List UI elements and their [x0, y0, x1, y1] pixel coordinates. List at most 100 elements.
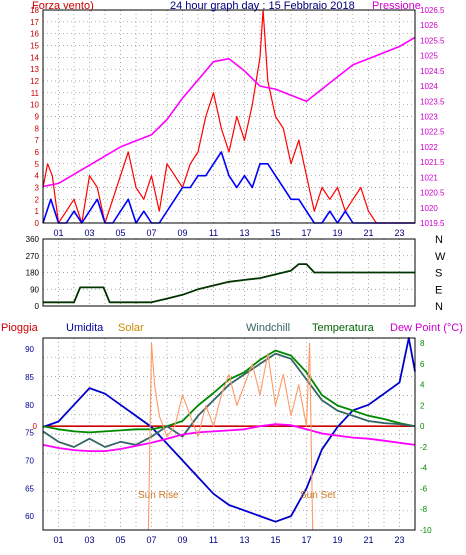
panel3-left-tick: 85 [25, 373, 34, 382]
panel1-right-tick: 1023.5 [420, 97, 445, 106]
panel1-left-tick: 5 [35, 160, 40, 169]
panel1-grid [43, 10, 415, 223]
panel1-frame [42, 9, 416, 224]
panel3-grid [43, 338, 415, 530]
panel3-right-tick: 6 [420, 360, 425, 369]
panel3-right-tick: -8 [420, 505, 428, 514]
panel1-right-tick: 1022 [420, 143, 438, 152]
panel2-compass-label: S [435, 268, 442, 280]
panel1-left-tick: 16 [30, 30, 39, 39]
panel1-left-tick: 12 [30, 77, 39, 86]
panel1-right-tick: 1022.5 [420, 128, 445, 137]
panel1-x-tick: 13 [239, 228, 249, 238]
panel3-x-tick: 13 [239, 535, 249, 545]
panel1-right-tick: 1024.5 [420, 67, 445, 76]
panel2-compass-label: E [435, 284, 442, 296]
panel2-frame [42, 238, 416, 307]
panel2-compass-label: W [435, 251, 446, 263]
panel1-right-tick: 1021 [420, 173, 438, 182]
panel3-right-tick: -2 [420, 443, 428, 452]
panel3-label-humidity: Umidita [66, 322, 104, 334]
panel3-series-2 [42, 352, 416, 448]
panel1-right-tick: 1025 [420, 52, 438, 61]
panel3-label-solar: Solar [118, 322, 144, 334]
panel1-left-tick: 3 [35, 184, 40, 193]
panel1-left-tick: 15 [30, 42, 39, 51]
panel3-left-tick: 75 [25, 429, 34, 438]
panel1-right-tick: 1025.5 [420, 36, 445, 45]
panel3-label-windchill: Windchill [246, 322, 290, 334]
panel1-left-tick: 14 [30, 53, 39, 62]
panel3-label-temperature: Temperatura [312, 322, 375, 334]
panel1-x-tick: 05 [115, 228, 125, 238]
panel1-right-tick: 1020 [420, 204, 438, 213]
panel3-x-tick: 17 [301, 535, 311, 545]
panel1-left-tick: 17 [30, 18, 39, 27]
panel3-left-tick: 80 [25, 401, 34, 410]
panel3-right-tick: -6 [420, 484, 428, 493]
panel1-x-tick: 03 [84, 228, 94, 238]
panel1-left-tick: 1 [35, 207, 40, 216]
panel1-right-tick: 1020.5 [420, 189, 445, 198]
panel1-left-tick: 11 [31, 89, 40, 98]
panel3-frame [42, 337, 416, 531]
panel3-x-tick: 11 [209, 535, 218, 545]
panel2-y-tick: 180 [26, 269, 40, 278]
panel3-rain-tick: 0 [33, 422, 38, 431]
panel3-x-tick: 07 [146, 535, 156, 545]
panel1-left-tick: 18 [30, 6, 39, 15]
panel1-ticks: 01234567891011121314151617181019.5102010… [30, 6, 445, 238]
panel2-y-tick: 0 [35, 302, 40, 311]
panel1-series-0 [42, 9, 415, 224]
panel1-title: 24 hour graph day : 15 Febbraio 2018 [170, 0, 355, 12]
panel3-series-3 [42, 423, 416, 453]
panel2-series [43, 263, 415, 304]
panel3-series-1 [42, 349, 416, 434]
panel3-left-tick: 90 [25, 345, 34, 354]
panel3-x-tick: 03 [84, 535, 94, 545]
panel3-x-tick: 21 [363, 535, 373, 545]
panel1-x-tick: 01 [53, 228, 63, 238]
panel1-x-tick: 15 [270, 228, 280, 238]
panel1-x-tick: 07 [146, 228, 156, 238]
panel1-left-tick: 0 [35, 219, 40, 228]
panel3-right-tick: 4 [420, 381, 425, 390]
panel1-right-tick: 1026.5 [420, 6, 445, 15]
panel1-right-tick: 1026 [420, 21, 438, 30]
panel1-left-tick: 2 [35, 195, 40, 204]
panel1-left-tick: 13 [30, 65, 39, 74]
panel3-right-tick: -10 [420, 526, 432, 535]
panel1-x-tick: 17 [301, 228, 311, 238]
panel3-x-tick: 09 [177, 535, 187, 545]
panel1-left-tick: 10 [30, 101, 39, 110]
panel1-x-tick: 21 [363, 228, 373, 238]
panel3-series-4 [147, 342, 314, 531]
panel3-series [42, 337, 416, 531]
panel1-x-tick: 23 [394, 228, 404, 238]
panel3-series-0 [42, 337, 416, 523]
panel1-left-tick: 8 [35, 124, 40, 133]
panel1-left-label: Forza vento) [32, 0, 94, 12]
sunrise-annotation: Sun Rise [138, 490, 179, 501]
panel2-compass-label: N [435, 234, 443, 246]
sunset-annotation: Sun Set [300, 490, 336, 501]
panel3-label-dewpoint: Dew Point (°C) [390, 322, 463, 334]
panel3-left-tick: 60 [25, 512, 34, 521]
panel1-left-tick: 7 [35, 136, 40, 145]
panel1-x-tick: 11 [209, 228, 218, 238]
panel3-left-tick: 65 [25, 484, 34, 493]
panel1-x-tick: 09 [177, 228, 187, 238]
panel2-series-0 [43, 263, 415, 304]
panel3-x-tick: 01 [53, 535, 63, 545]
panel3-right-tick: 8 [420, 339, 425, 348]
panel1-right-tick: 1024 [420, 82, 438, 91]
panel3-x-tick: 15 [270, 535, 280, 545]
panel3-right-tick: 0 [420, 422, 425, 431]
panel2-y-tick: 90 [30, 285, 39, 294]
panel3-x-tick: 23 [394, 535, 404, 545]
panel1-right-tick: 1021.5 [420, 158, 445, 167]
